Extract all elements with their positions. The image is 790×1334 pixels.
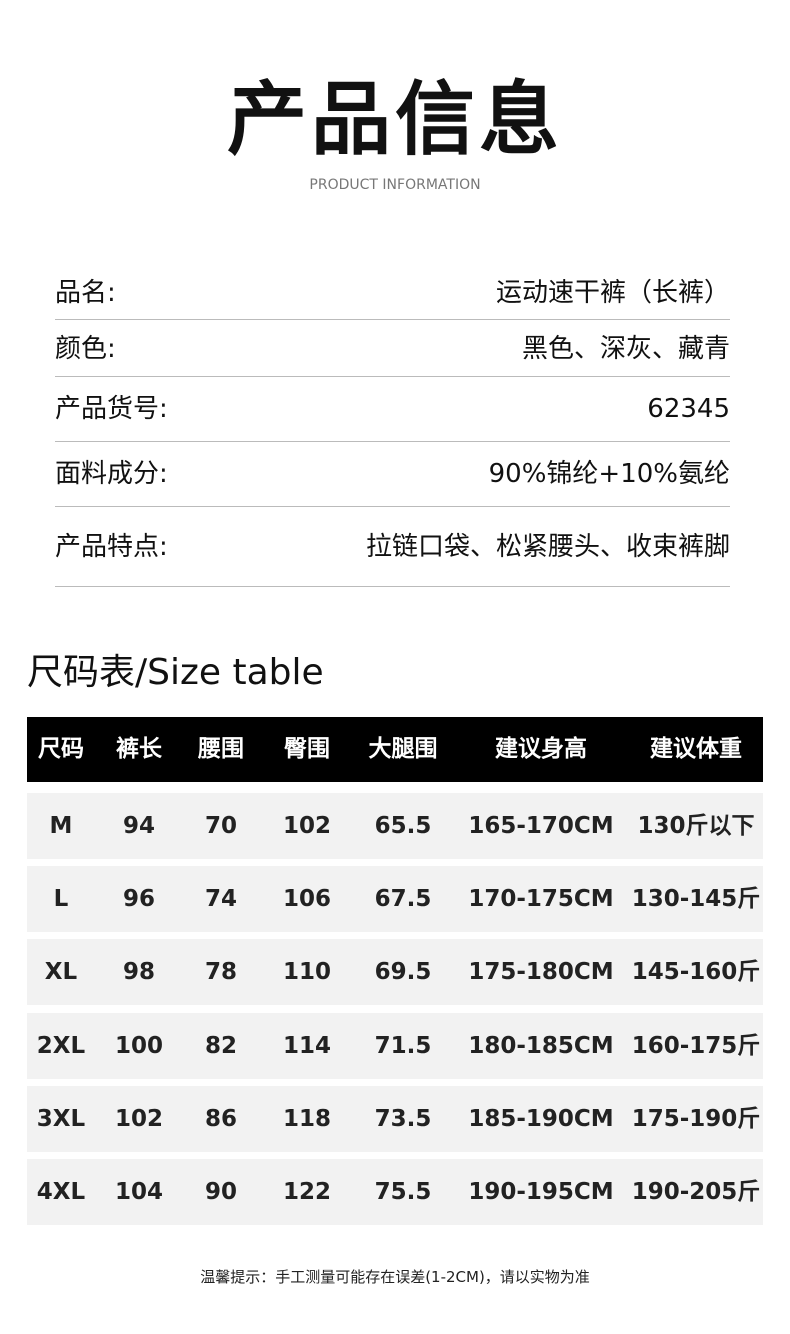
table-cell: 118 bbox=[282, 1105, 332, 1132]
divider bbox=[55, 376, 730, 377]
divider bbox=[55, 506, 730, 507]
table-row-bg bbox=[27, 793, 763, 859]
table-cell: 86 bbox=[204, 1105, 238, 1132]
table-header-bg bbox=[27, 717, 763, 782]
table-cell: 71.5 bbox=[374, 1032, 432, 1059]
table-cell: M bbox=[49, 813, 73, 839]
table-cell: 110 bbox=[282, 959, 332, 986]
table-cell: 185-190CM bbox=[468, 1105, 614, 1132]
table-cell: 170-175CM bbox=[468, 886, 614, 913]
table-cell: 180-185CM bbox=[468, 1032, 614, 1059]
table-cell: 69.5 bbox=[374, 959, 432, 986]
table-row-bg bbox=[27, 1012, 763, 1079]
note: 温馨提示：手工测量可能存在误差(1-2CM)，请以实物为准 bbox=[200, 1268, 590, 1286]
title: 产品信息 bbox=[227, 73, 563, 166]
table-cell: 90 bbox=[204, 1179, 238, 1205]
table-cell: 175-180CM bbox=[468, 959, 614, 986]
table-cell: 130-145斤 bbox=[631, 886, 761, 913]
divider bbox=[55, 441, 730, 442]
table-cell: 102 bbox=[114, 1105, 164, 1132]
table-header-cell: 臀围 bbox=[284, 736, 330, 762]
info-label: 面料成分: bbox=[55, 459, 168, 489]
subtitle: PRODUCT INFORMATION bbox=[309, 177, 481, 193]
info-value: 运动速干裤（长裤） bbox=[495, 278, 730, 308]
table-header-cell: 腰围 bbox=[198, 736, 244, 762]
table-cell: 114 bbox=[282, 1032, 332, 1059]
table-cell: 145-160斤 bbox=[631, 959, 761, 986]
info-label: 产品特点: bbox=[55, 532, 168, 562]
table-cell: 65.5 bbox=[374, 813, 432, 839]
divider bbox=[55, 586, 730, 587]
table-cell: 160-175斤 bbox=[631, 1032, 761, 1059]
table-cell: 104 bbox=[114, 1179, 164, 1205]
table-row-bg bbox=[27, 939, 763, 1006]
info-label: 颜色: bbox=[55, 334, 116, 364]
table-cell: 190-205斤 bbox=[631, 1179, 761, 1205]
table-row-bg bbox=[27, 1085, 763, 1152]
table-header-cell: 大腿围 bbox=[368, 736, 438, 762]
table-cell: 73.5 bbox=[374, 1105, 432, 1132]
table-header-cell: 裤长 bbox=[116, 736, 162, 762]
info-label: 产品货号: bbox=[55, 394, 168, 424]
table-cell: 106 bbox=[282, 886, 332, 913]
table-cell: 130斤以下 bbox=[637, 813, 755, 839]
table-cell: 67.5 bbox=[374, 886, 432, 913]
table-cell: 70 bbox=[204, 813, 238, 839]
table-cell: 175-190斤 bbox=[631, 1105, 761, 1132]
table-cell: 82 bbox=[204, 1032, 238, 1059]
table-header-cell: 建议身高 bbox=[495, 736, 587, 762]
table-cell: 3XL bbox=[36, 1105, 86, 1132]
table-cell: 102 bbox=[282, 813, 332, 839]
table-cell: 190-195CM bbox=[468, 1179, 614, 1205]
table-cell: 122 bbox=[282, 1179, 332, 1205]
table-cell: L bbox=[53, 886, 69, 913]
info-label: 品名: bbox=[55, 278, 116, 308]
info-value: 拉链口袋、松紧腰头、收束裤脚 bbox=[365, 532, 730, 562]
table-cell: XL bbox=[44, 959, 78, 986]
table-cell: 78 bbox=[204, 959, 238, 986]
info-value: 黑色、深灰、藏青 bbox=[521, 334, 730, 364]
table-cell: 98 bbox=[122, 959, 156, 986]
table-cell: 165-170CM bbox=[468, 813, 614, 839]
table-row-bg bbox=[27, 866, 763, 933]
table-cell: 100 bbox=[114, 1032, 164, 1059]
table-cell: 2XL bbox=[36, 1032, 86, 1059]
table-cell: 75.5 bbox=[374, 1179, 432, 1205]
table-cell: 4XL bbox=[36, 1179, 86, 1205]
info-value: 90%锦纶+10%氨纶 bbox=[488, 459, 730, 489]
info-value: 62345 bbox=[647, 394, 730, 424]
table-header-cell: 建议体重 bbox=[650, 736, 742, 762]
table-cell: 94 bbox=[122, 813, 156, 839]
size-table-title: 尺码表/Size table bbox=[27, 652, 324, 693]
table-cell: 96 bbox=[122, 886, 156, 913]
table-header-cell: 尺码 bbox=[38, 736, 84, 762]
divider bbox=[55, 319, 730, 320]
table-row-bg bbox=[27, 1159, 763, 1225]
table-cell: 74 bbox=[204, 886, 238, 913]
